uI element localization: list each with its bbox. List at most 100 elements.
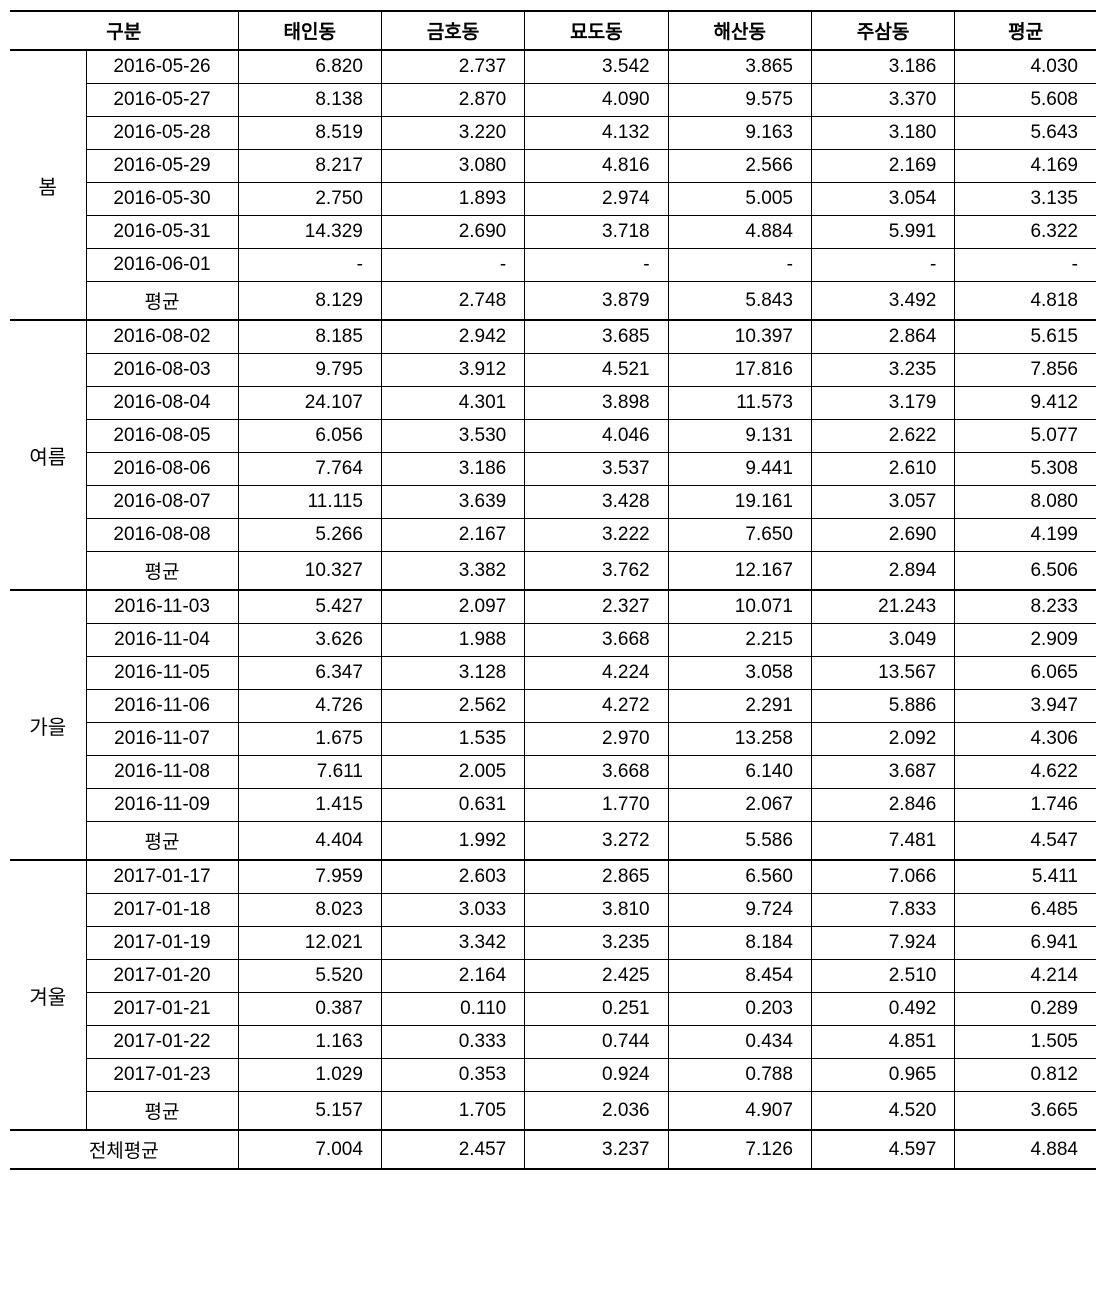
value-cell: 0.387 [238, 993, 381, 1026]
table-row: 2017-01-1912.0213.3423.2358.1847.9246.94… [10, 927, 1096, 960]
value-cell: 7.833 [811, 894, 954, 927]
value-cell: 0.203 [668, 993, 811, 1026]
value-cell: 3.033 [381, 894, 524, 927]
value-cell: 4.884 [668, 216, 811, 249]
value-cell: 7.856 [955, 354, 1096, 387]
date-cell: 2016-05-31 [86, 216, 238, 249]
value-cell: 3.135 [955, 183, 1096, 216]
value-cell: 4.851 [811, 1026, 954, 1059]
value-cell: 5.005 [668, 183, 811, 216]
data-table: 구분 태인동 금호동 묘도동 해산동 주삼동 평균 봄2016-05-266.8… [10, 10, 1096, 1170]
value-cell: 1.705 [381, 1092, 524, 1131]
value-cell: 13.258 [668, 723, 811, 756]
date-cell: 2017-01-18 [86, 894, 238, 927]
table-row: 2017-01-210.3870.1100.2510.2030.4920.289 [10, 993, 1096, 1026]
date-cell: 2016-05-29 [86, 150, 238, 183]
value-cell: 4.132 [525, 117, 668, 150]
table-row: 봄2016-05-266.8202.7373.5423.8653.1864.03… [10, 50, 1096, 84]
date-cell: 2017-01-19 [86, 927, 238, 960]
table-row: 2016-08-056.0563.5304.0469.1312.6225.077 [10, 420, 1096, 453]
value-cell: 3.912 [381, 354, 524, 387]
value-cell: 0.744 [525, 1026, 668, 1059]
value-cell: 4.818 [955, 282, 1096, 321]
value-cell: 3.235 [525, 927, 668, 960]
value-cell: 5.520 [238, 960, 381, 993]
table-row: 2016-11-056.3473.1284.2243.05813.5676.06… [10, 657, 1096, 690]
value-cell: 4.199 [955, 519, 1096, 552]
date-cell: 2016-05-26 [86, 50, 238, 84]
date-cell: 2016-05-30 [86, 183, 238, 216]
value-cell: 0.110 [381, 993, 524, 1026]
season-cell: 봄 [10, 50, 86, 320]
value-cell: 10.071 [668, 590, 811, 624]
value-cell: 7.481 [811, 822, 954, 861]
value-cell: 3.879 [525, 282, 668, 321]
value-cell: 3.665 [955, 1092, 1096, 1131]
value-cell: 2.690 [381, 216, 524, 249]
value-cell: 4.622 [955, 756, 1096, 789]
table-row: 가을2016-11-035.4272.0972.32710.07121.2438… [10, 590, 1096, 624]
value-cell: 3.222 [525, 519, 668, 552]
value-cell: 3.220 [381, 117, 524, 150]
value-cell: 2.942 [381, 320, 524, 354]
date-cell: 2016-05-27 [86, 84, 238, 117]
value-cell: 9.131 [668, 420, 811, 453]
value-cell: 2.603 [381, 860, 524, 894]
value-cell: 3.049 [811, 624, 954, 657]
value-cell: 6.485 [955, 894, 1096, 927]
value-cell: 11.115 [238, 486, 381, 519]
value-cell: 9.441 [668, 453, 811, 486]
value-cell: 5.308 [955, 453, 1096, 486]
value-cell: 5.608 [955, 84, 1096, 117]
value-cell: 8.129 [238, 282, 381, 321]
table-row: 2016-11-071.6751.5352.97013.2582.0924.30… [10, 723, 1096, 756]
value-cell: 2.092 [811, 723, 954, 756]
value-cell: 3.668 [525, 756, 668, 789]
table-row: 2017-01-205.5202.1642.4258.4542.5104.214 [10, 960, 1096, 993]
value-cell: 1.746 [955, 789, 1096, 822]
value-cell: 2.291 [668, 690, 811, 723]
value-cell: 2.169 [811, 150, 954, 183]
value-cell: 6.820 [238, 50, 381, 84]
value-cell: 1.163 [238, 1026, 381, 1059]
value-cell: - [955, 249, 1096, 282]
value-cell: 5.157 [238, 1092, 381, 1131]
date-cell: 2016-11-05 [86, 657, 238, 690]
date-cell: 평균 [86, 1092, 238, 1131]
value-cell: 3.626 [238, 624, 381, 657]
value-cell: 6.140 [668, 756, 811, 789]
value-cell: 3.342 [381, 927, 524, 960]
value-cell: 17.816 [668, 354, 811, 387]
date-cell: 2017-01-17 [86, 860, 238, 894]
date-cell: 2016-08-04 [86, 387, 238, 420]
value-cell: 4.224 [525, 657, 668, 690]
table-row: 평균8.1292.7483.8795.8433.4924.818 [10, 282, 1096, 321]
value-cell: 3.179 [811, 387, 954, 420]
date-cell: 평균 [86, 822, 238, 861]
table-row: 2017-01-221.1630.3330.7440.4344.8511.505 [10, 1026, 1096, 1059]
value-cell: 4.272 [525, 690, 668, 723]
value-cell: 3.180 [811, 117, 954, 150]
value-cell: 0.965 [811, 1059, 954, 1092]
table-row: 여름2016-08-028.1852.9423.68510.3972.8645.… [10, 320, 1096, 354]
value-cell: - [381, 249, 524, 282]
value-cell: 6.056 [238, 420, 381, 453]
value-cell: 13.567 [811, 657, 954, 690]
header-gubun: 구분 [10, 11, 238, 50]
date-cell: 2016-11-09 [86, 789, 238, 822]
value-cell: 3.235 [811, 354, 954, 387]
season-cell: 겨울 [10, 860, 86, 1130]
value-cell: 6.560 [668, 860, 811, 894]
date-cell: 2016-08-02 [86, 320, 238, 354]
date-cell: 2016-11-03 [86, 590, 238, 624]
value-cell: 2.097 [381, 590, 524, 624]
date-cell: 2017-01-23 [86, 1059, 238, 1092]
value-cell: 9.724 [668, 894, 811, 927]
value-cell: 2.622 [811, 420, 954, 453]
table-row: 2016-08-039.7953.9124.52117.8163.2357.85… [10, 354, 1096, 387]
value-cell: 2.690 [811, 519, 954, 552]
value-cell: 3.382 [381, 552, 524, 591]
value-cell: 5.077 [955, 420, 1096, 453]
value-cell: 4.521 [525, 354, 668, 387]
table-row: 2016-05-298.2173.0804.8162.5662.1694.169 [10, 150, 1096, 183]
